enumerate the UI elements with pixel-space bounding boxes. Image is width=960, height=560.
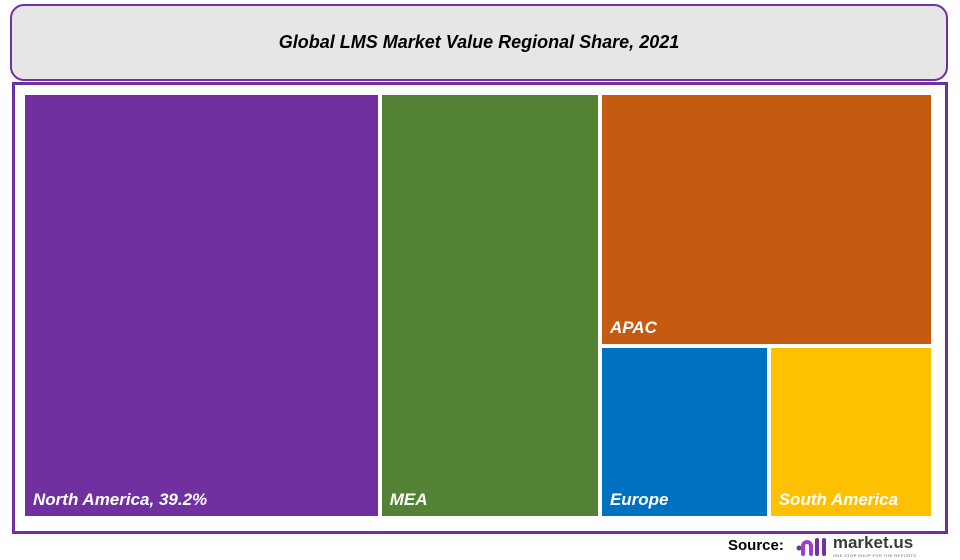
logo-icon bbox=[796, 538, 826, 556]
logo-text: market.us bbox=[832, 533, 914, 552]
tile-europe: Europe bbox=[601, 348, 767, 516]
tile-apac: APAC bbox=[601, 95, 931, 345]
footer: Source: market.us ONE STOP SHOP FOR THE … bbox=[728, 533, 916, 559]
tile-north-america: North America, 39.2% bbox=[25, 95, 378, 516]
logo-tagline: ONE STOP SHOP FOR THE REPORTS bbox=[832, 553, 917, 558]
tile-label-north-america: North America, 39.2% bbox=[33, 490, 208, 509]
market-us-logo: market.us ONE STOP SHOP FOR THE REPORTS bbox=[796, 534, 916, 558]
tile-mea: MEA bbox=[381, 95, 598, 516]
chart-title-box: Global LMS Market Value Regional Share, … bbox=[10, 4, 948, 81]
tile-label-mea: MEA bbox=[389, 490, 428, 509]
tile-label-apac: APAC bbox=[609, 318, 657, 338]
tile-label-europe: Europe bbox=[609, 489, 669, 509]
logo-words: market.us ONE STOP SHOP FOR THE REPORTS bbox=[833, 534, 916, 558]
chart-title: Global LMS Market Value Regional Share, … bbox=[278, 32, 680, 52]
source-label: Source: bbox=[728, 537, 784, 554]
treemap-plot: North America, 39.2% MEA APAC Europe South A… bbox=[25, 95, 935, 520]
tile-label-south-america: South America bbox=[778, 489, 899, 509]
tile-south-america: South America bbox=[770, 348, 931, 516]
